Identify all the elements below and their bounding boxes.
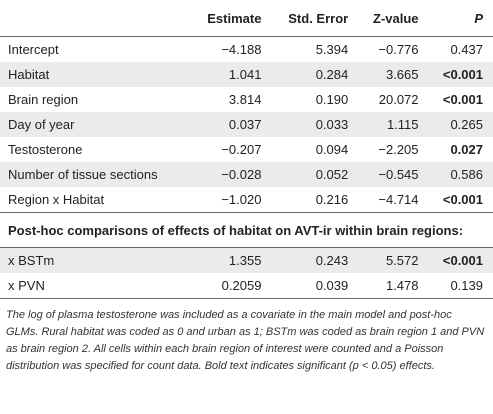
cell: 0.243	[269, 247, 357, 273]
column-header: Estimate	[189, 0, 270, 37]
table-row: Region x Habitat −1.020 0.216 −4.714 <0.001	[0, 187, 493, 213]
table-row: x BSTm 1.355 0.243 5.572 <0.001	[0, 247, 493, 273]
row-label: Region x Habitat	[0, 187, 190, 213]
column-header: P	[426, 0, 493, 37]
table-row: Brain region 3.814 0.190 20.072 <0.001	[0, 87, 493, 112]
results-table: Estimate Std. Error Z-value P Intercept −4.1…	[0, 0, 493, 299]
cell: 0.265	[426, 112, 493, 137]
cell: −4.188	[221, 42, 262, 57]
cell: −0.776	[378, 42, 419, 57]
row-label: x BSTm	[0, 247, 190, 273]
cell: 5.394	[315, 42, 349, 57]
column-header: Std. Error	[269, 0, 357, 37]
cell: 0.027	[450, 142, 483, 157]
row-label: Testosterone	[8, 142, 83, 157]
cell: <0.001	[442, 92, 483, 107]
row-label: Intercept	[8, 42, 59, 57]
row-label: Number of tissue sections	[0, 162, 190, 187]
cell: <0.001	[426, 247, 493, 273]
row-label: Brain region	[8, 92, 79, 107]
table-row: Number of tissue sections −0.028 0.052 −0.5…	[0, 162, 493, 187]
header-row: Estimate Std. Error Z-value P	[0, 0, 493, 37]
row-label: Day of year	[0, 112, 190, 137]
cell: −0.207	[221, 142, 262, 157]
cell: 0.037	[189, 112, 270, 137]
cell: −4.714	[356, 187, 427, 213]
cell: 5.572	[356, 247, 427, 273]
section-title: Post-hoc comparisons of effects of habit…	[0, 212, 493, 248]
cell: −0.028	[189, 162, 270, 187]
cell: 0.2059	[189, 273, 270, 299]
cell: <0.001	[426, 187, 493, 213]
cell: 0.586	[426, 162, 493, 187]
table-row: Testosterone −0.207 0.094 −2.205 0.027	[0, 137, 493, 162]
column-header: Z-value	[356, 0, 427, 37]
table-row: Habitat 1.041 0.284 3.665 <0.001	[0, 62, 493, 87]
cell: 3.665	[356, 62, 427, 87]
section-row: Post-hoc comparisons of effects of habit…	[0, 212, 493, 248]
cell: 0.190	[315, 92, 349, 107]
table-row: x PVN 0.2059 0.039 1.478 0.139	[0, 273, 493, 299]
table-row: Day of year 0.037 0.033 1.115 0.265	[0, 112, 493, 137]
cell: 0.216	[269, 187, 357, 213]
cell: −2.205	[378, 142, 419, 157]
cell: 20.072	[378, 92, 419, 107]
cell: 1.355	[189, 247, 270, 273]
cell: 0.033	[269, 112, 357, 137]
cell: 0.139	[426, 273, 493, 299]
cell: 1.115	[356, 112, 427, 137]
cell: <0.001	[426, 62, 493, 87]
cell: 0.284	[269, 62, 357, 87]
row-label: Habitat	[0, 62, 190, 87]
cell: 1.478	[356, 273, 427, 299]
cell: 3.814	[228, 92, 262, 107]
cell: 0.094	[315, 142, 349, 157]
corner	[0, 0, 190, 37]
cell: −1.020	[189, 187, 270, 213]
cell: −0.545	[356, 162, 427, 187]
table-row: Intercept −4.188 5.394 −0.776 0.437	[0, 37, 493, 63]
cell: 0.052	[269, 162, 357, 187]
row-label: x PVN	[0, 273, 190, 299]
cell: 0.437	[450, 42, 483, 57]
footnote: The log of plasma testosterone was inclu…	[6, 309, 485, 372]
cell: 1.041	[189, 62, 270, 87]
cell: 0.039	[269, 273, 357, 299]
